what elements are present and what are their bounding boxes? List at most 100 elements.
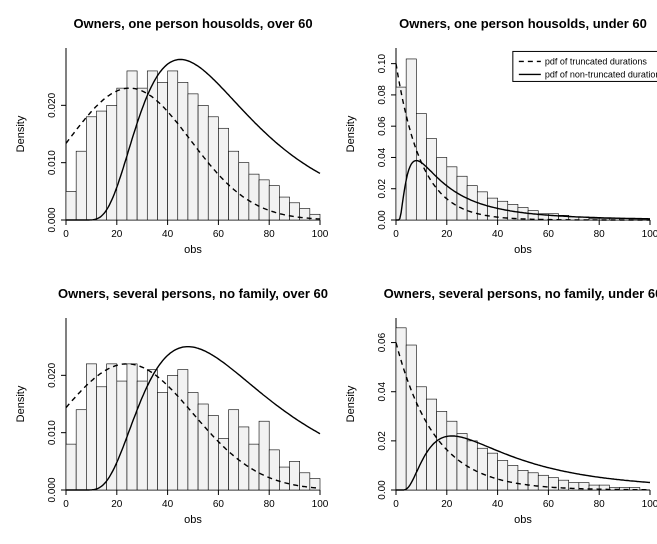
x-axis-label: obs bbox=[514, 514, 532, 526]
histogram-bar bbox=[107, 364, 117, 490]
histogram-bar bbox=[406, 59, 416, 220]
y-tick-label: 0.020 bbox=[47, 92, 58, 117]
histogram-bar bbox=[447, 167, 457, 220]
histogram-bar bbox=[457, 433, 467, 490]
x-tick-label: 100 bbox=[642, 229, 657, 240]
histogram-bar bbox=[477, 448, 487, 490]
x-tick-label: 80 bbox=[264, 229, 276, 240]
panel-bottom-left: Owners, several persons, no family, over… bbox=[8, 280, 328, 540]
y-tick-label: 0.00 bbox=[377, 480, 388, 500]
histogram-bar bbox=[218, 438, 228, 490]
histogram-bar bbox=[76, 410, 86, 490]
x-axis-label: obs bbox=[514, 244, 532, 256]
histogram-bar bbox=[300, 473, 310, 490]
histogram-bar bbox=[518, 470, 528, 490]
histogram-bar bbox=[416, 387, 426, 490]
histogram-bar bbox=[218, 128, 228, 220]
y-tick-label: 0.00 bbox=[377, 210, 388, 230]
histogram-bar bbox=[86, 117, 96, 220]
x-tick-label: 100 bbox=[312, 499, 328, 510]
y-tick-label: 0.02 bbox=[377, 431, 388, 451]
x-axis-label: obs bbox=[184, 514, 202, 526]
y-tick-label: 0.06 bbox=[377, 116, 388, 136]
y-axis-label: Density bbox=[345, 115, 357, 152]
histogram-bar bbox=[117, 381, 127, 490]
histogram-bar bbox=[117, 88, 127, 220]
histogram-bar bbox=[508, 465, 518, 490]
x-tick-label: 40 bbox=[162, 229, 174, 240]
histogram-bar bbox=[239, 427, 249, 490]
histogram-bar bbox=[86, 364, 96, 490]
histogram-bar bbox=[279, 197, 289, 220]
x-tick-label: 60 bbox=[213, 499, 225, 510]
x-tick-label: 100 bbox=[312, 229, 328, 240]
histogram-bar bbox=[269, 186, 279, 220]
x-tick-label: 60 bbox=[213, 229, 225, 240]
y-tick-label: 0.04 bbox=[377, 147, 388, 167]
panel-title: Owners, several persons, no family, unde… bbox=[384, 286, 657, 301]
histogram-bar bbox=[249, 174, 259, 220]
histogram-bar bbox=[157, 393, 167, 490]
histogram-bar bbox=[467, 441, 477, 490]
x-tick-label: 80 bbox=[594, 229, 606, 240]
panel-title: Owners, several persons, no family, over… bbox=[58, 286, 328, 301]
histogram-bar bbox=[66, 191, 76, 220]
histogram-bar bbox=[487, 453, 497, 490]
figure-page: Owners, one person housolds, over 60 0 20 4… bbox=[0, 0, 657, 544]
histogram-bar bbox=[437, 411, 447, 490]
histogram-bar bbox=[279, 467, 289, 490]
histogram-bar bbox=[396, 328, 406, 490]
x-tick-label: 60 bbox=[543, 499, 555, 510]
y-tick-label: 0.06 bbox=[377, 332, 388, 352]
x-tick-label: 80 bbox=[264, 499, 276, 510]
x-tick-label: 0 bbox=[63, 229, 69, 240]
histogram-bar bbox=[127, 71, 137, 220]
histogram-bar bbox=[416, 114, 426, 220]
x-tick-label: 20 bbox=[441, 499, 453, 510]
panel-title: Owners, one person housolds, under 60 bbox=[399, 16, 647, 31]
histogram-bar bbox=[239, 163, 249, 220]
x-tick-label: 20 bbox=[111, 499, 123, 510]
histogram-bar bbox=[168, 375, 178, 490]
histogram-bar bbox=[178, 82, 188, 220]
y-tick-label: 0.10 bbox=[377, 53, 388, 73]
histogram-bar bbox=[96, 111, 106, 220]
histogram-bar bbox=[406, 345, 416, 490]
histogram-bar bbox=[548, 478, 558, 490]
histogram-bar bbox=[76, 151, 86, 220]
y-tick-label: 0.010 bbox=[47, 420, 58, 445]
histogram-bar bbox=[396, 87, 406, 220]
histogram-bar bbox=[188, 393, 198, 490]
histogram-bar bbox=[66, 444, 76, 490]
x-tick-label: 100 bbox=[642, 499, 657, 510]
x-tick-label: 80 bbox=[594, 499, 606, 510]
x-tick-label: 0 bbox=[393, 229, 399, 240]
x-tick-label: 0 bbox=[393, 499, 399, 510]
panel-top-left: Owners, one person housolds, over 600204… bbox=[8, 10, 328, 270]
histogram-bar bbox=[426, 399, 436, 490]
histogram-bar bbox=[437, 157, 447, 220]
histogram-bar bbox=[147, 370, 157, 490]
histogram-bar bbox=[208, 117, 218, 220]
histogram-bar bbox=[198, 404, 208, 490]
histogram-bar bbox=[208, 415, 218, 490]
panel-title: Owners, one person housolds, over 60 bbox=[73, 16, 312, 31]
y-tick-label: 0.000 bbox=[47, 477, 58, 502]
x-tick-label: 60 bbox=[543, 229, 555, 240]
histogram-bar bbox=[269, 450, 279, 490]
histogram-bar bbox=[249, 444, 259, 490]
histogram-bar bbox=[498, 461, 508, 490]
x-tick-label: 20 bbox=[441, 229, 453, 240]
y-axis-label: Density bbox=[345, 385, 357, 422]
legend-label: pdf of truncated durations bbox=[545, 56, 648, 66]
x-tick-label: 40 bbox=[162, 499, 174, 510]
histogram-bar bbox=[168, 71, 178, 220]
panel-bottom-right: Owners, several persons, no family, unde… bbox=[338, 280, 657, 540]
y-tick-label: 0.000 bbox=[47, 207, 58, 232]
y-tick-label: 0.020 bbox=[47, 362, 58, 387]
x-tick-label: 0 bbox=[63, 499, 69, 510]
histogram-bar bbox=[229, 410, 239, 490]
histogram-bar bbox=[127, 364, 137, 490]
histogram-bar bbox=[198, 105, 208, 220]
panel-top-right: Owners, one person housolds, under 60 0 20… bbox=[338, 10, 657, 270]
